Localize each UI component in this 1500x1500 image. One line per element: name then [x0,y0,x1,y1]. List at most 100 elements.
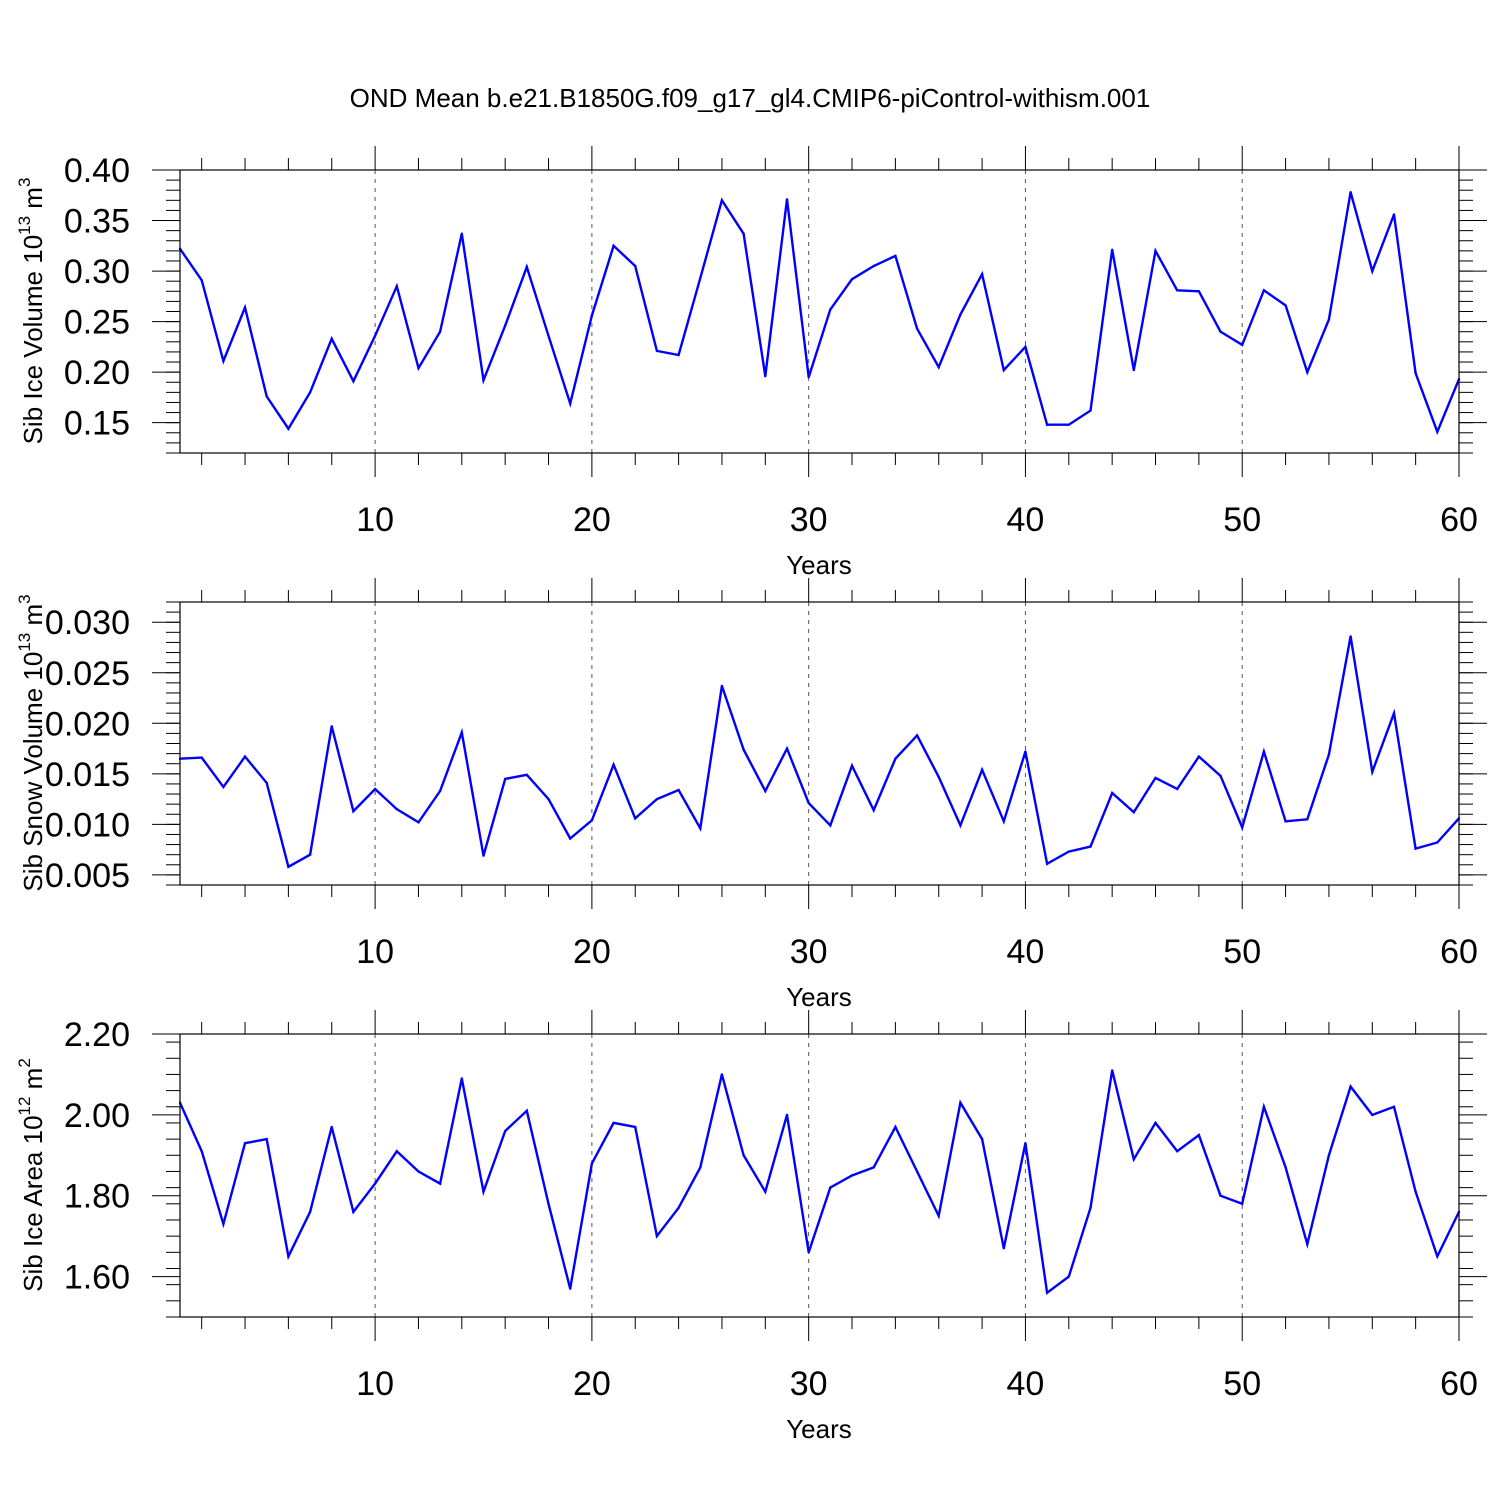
data-point [590,819,594,822]
data-point [1414,1190,1417,1193]
data-point [1306,818,1309,821]
data-point [1067,423,1071,426]
data-point [1241,826,1244,829]
data-point [373,334,377,337]
x-tick-label: 20 [573,933,611,971]
data-point [417,821,420,824]
plot-frame [179,169,1460,454]
data-point [1327,1154,1331,1157]
data-point [829,824,832,827]
data-point [655,797,659,801]
x-tick-label: 40 [1007,1365,1045,1403]
x-axis-label: Years [786,550,852,580]
x-tick-label: 40 [1007,501,1045,539]
data-point [395,808,398,811]
data-point [547,797,550,801]
data-point [438,1182,442,1185]
data-point [980,272,984,276]
y-tick-label: 0.010 [45,806,130,844]
y-axis-label: Sib Ice Volume 1013 m3 [15,178,48,445]
data-point [1284,304,1287,307]
x-tick-label: 10 [356,501,394,539]
x-tick-label: 10 [356,933,394,971]
data-point [1262,750,1266,753]
plot-frame [179,601,1460,886]
y-tick-label: 0.020 [45,705,130,743]
data-point [937,1214,940,1218]
data-point [1045,423,1049,426]
data-point [699,1166,702,1169]
data-point [915,327,919,330]
data-point [1067,850,1071,853]
data-point [872,1166,875,1169]
data-point [330,725,333,728]
data-point [937,365,940,369]
data-point [785,198,789,201]
data-point [1219,774,1222,777]
x-tick-label: 50 [1223,501,1261,539]
data-point [308,853,312,856]
x-tick-label: 60 [1440,933,1478,971]
data-point [1327,318,1331,321]
data-point [720,1073,724,1076]
data-point [1045,862,1049,865]
y-tick-label: 2.20 [64,1016,130,1054]
data-point [1002,1247,1005,1250]
data-point [1349,635,1352,638]
data-point [308,1210,312,1214]
data-point [1045,1291,1049,1294]
x-tick-label: 60 [1440,501,1478,539]
data-point [1284,820,1287,823]
data-point [1392,213,1396,216]
data-point [807,1251,810,1254]
data-point [959,1101,962,1104]
data-point [699,827,702,830]
y-tick-label: 0.15 [64,405,130,443]
data-point [764,789,767,793]
y-tick-label: 0.20 [64,354,130,392]
x-axis-label: Years [786,982,852,1012]
data-point [742,232,745,235]
data-point [590,314,594,317]
series-line [179,191,1461,436]
data-point [980,1137,984,1141]
panel-ice-area: Sib Ice Area 1012 m2 Years 10 20 30 40 50 60 1… [15,1010,1487,1444]
data-point [243,1142,247,1145]
data-point [1262,289,1266,292]
data-point [222,785,225,789]
data-point [1197,290,1201,293]
data-point [764,1190,767,1193]
y-tick-label: 0.30 [64,253,130,291]
data-point [287,865,290,868]
data-point [1002,820,1005,823]
x-tick-label: 30 [790,1365,828,1403]
data-point [1002,368,1005,372]
data-point [1197,1133,1201,1137]
data-point [243,306,247,309]
data-point [438,789,442,793]
data-point [569,402,572,405]
data-point [677,788,680,792]
data-point [850,278,854,281]
data-point [634,1125,637,1129]
data-point [1154,249,1157,253]
data-point [1284,1166,1287,1169]
data-point [525,265,528,269]
data-point [655,1234,659,1238]
data-point [1111,791,1114,795]
data-point [677,1206,680,1210]
data-point [482,379,485,382]
y-tick-label: 0.35 [64,203,130,241]
data-point [1349,1085,1352,1088]
data-point [1327,753,1331,756]
y-tick-label: 0.005 [45,857,130,895]
y-tick-label: 0.030 [45,604,130,642]
figure-title: OND Mean b.e21.B1850G.f09_g17_gl4.CMIP6-… [350,83,1151,113]
data-point [720,684,724,688]
data-point [547,334,550,337]
data-point [287,427,290,430]
data-point [417,366,420,370]
data-point [460,1077,463,1080]
data-point [547,1202,550,1206]
plot-frame [179,1033,1460,1318]
